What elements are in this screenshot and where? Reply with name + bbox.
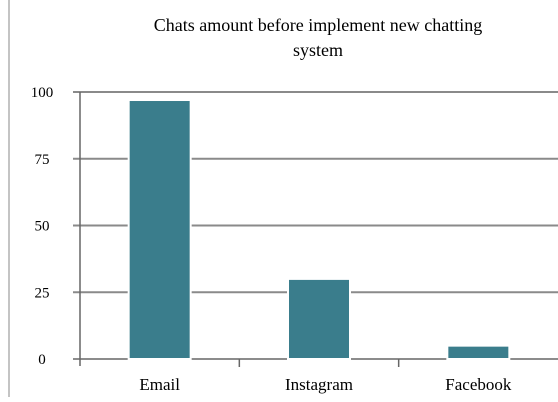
y-tick-label: 100 (31, 85, 54, 101)
chart-title: Chats amount before implement new chatti… (154, 15, 482, 60)
y-tick-label: 25 (35, 285, 50, 301)
x-tick-label: Email (139, 375, 180, 394)
bar-facebook (446, 344, 511, 360)
x-tick-labels: Email Instagram Facebook (139, 375, 512, 394)
y-tick-label: 75 (35, 152, 50, 168)
x-tick-label: Facebook (445, 375, 512, 394)
chart-title-line-1: Chats amount before implement new chatti… (154, 15, 482, 35)
x-tick-label: Instagram (285, 375, 353, 394)
bar-instagram (287, 277, 351, 360)
bars (127, 99, 511, 360)
bar-email (127, 99, 192, 360)
y-tick-labels: 0 25 50 75 100 (31, 85, 54, 368)
y-tick-label: 50 (35, 219, 50, 235)
chart-title-line-2: system (293, 40, 343, 60)
axes (8, 0, 558, 397)
y-tick-label: 0 (38, 352, 46, 368)
